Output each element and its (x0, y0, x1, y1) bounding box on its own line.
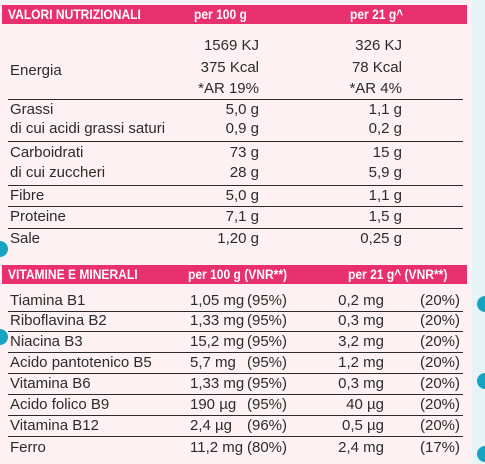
row-value-21: 15 g (372, 144, 402, 161)
row-value-100: 1,33 mg (190, 375, 245, 392)
row-value-21: 40 µg (346, 396, 384, 413)
row-vnr-21: (20%) (420, 417, 461, 434)
row-value-21: 0,2 g (368, 120, 402, 137)
row-value-100: 5,0 g (225, 187, 259, 204)
divider (8, 373, 463, 374)
row-vnr-21: (20%) (420, 292, 461, 309)
divider (8, 415, 463, 416)
row-vnr-100: (95%) (247, 292, 288, 309)
row-value-21: 0,25 g (360, 230, 402, 247)
row-value-21: 0,5 µg (341, 417, 384, 434)
row-label: di cui zuccheri (10, 164, 106, 181)
row-value-100: 15,2 mg (190, 333, 245, 350)
row-label: Acido pantotenico B5 (10, 354, 152, 371)
divider (8, 436, 463, 437)
row-value-100: 1,20 g (217, 230, 259, 247)
energy-ar-100: *AR 19% (198, 80, 259, 97)
row-label: di cui acidi grassi saturi (10, 120, 166, 137)
row-label: Acido folico B9 (10, 396, 110, 413)
divider (8, 185, 463, 186)
accent-dot (0, 329, 8, 345)
row-value-21: 3,2 mg (338, 333, 384, 350)
energy-kcal-100: 375 Kcal (200, 59, 259, 76)
divider (8, 228, 463, 229)
divider (8, 331, 463, 332)
row-vnr-100: (95%) (247, 333, 288, 350)
row-vnr-21: (20%) (420, 354, 461, 371)
row-vnr-100: (80%) (247, 439, 288, 456)
header-col-per100: per 100 g (194, 6, 247, 22)
row-vnr-100: (95%) (247, 354, 288, 371)
row-value-21: 1,2 mg (338, 354, 384, 371)
energy-ar-21: *AR 4% (349, 80, 402, 97)
energy-kj-21: 326 KJ (355, 37, 402, 54)
vitamins-table-header: VITAMINE E MINERALI per 100 g (VNR**) pe… (2, 265, 467, 284)
row-value-100: 28 g (229, 164, 259, 181)
row-label: Carboidrati (10, 144, 84, 161)
row-value-21: 0,2 mg (338, 292, 384, 309)
row-value-21: 1,5 g (368, 208, 402, 225)
row-value-21: 0,3 mg (338, 312, 384, 329)
row-vnr-21: (20%) (420, 375, 461, 392)
divider (8, 141, 463, 142)
row-label: Niacina B3 (10, 333, 83, 350)
row-value-21: 1,1 g (368, 101, 402, 118)
row-value-100: 190 µg (190, 396, 237, 413)
header-col-nutrients: VALORI NUTRIZIONALI (8, 6, 141, 22)
header-col-per21: per 21 g^ (350, 6, 404, 22)
row-label: Proteine (10, 208, 66, 225)
divider (8, 311, 463, 312)
accent-dot (0, 241, 8, 257)
row-vnr-21: (20%) (420, 312, 461, 329)
row-label: Ferro (10, 439, 46, 456)
row-value-100: 5,7 mg (190, 354, 236, 371)
divider (8, 352, 463, 353)
divider (8, 99, 463, 100)
row-vnr-21: (20%) (420, 333, 461, 350)
row-label: Sale (10, 230, 41, 247)
row-value-100: 2,4 µg (190, 417, 233, 434)
row-label: Riboflavina B2 (10, 312, 107, 329)
row-value-21: 5,9 g (368, 164, 402, 181)
header-col-per21-vnr: per 21 g^ (VNR**) (348, 266, 448, 282)
row-value-21: 0,3 mg (338, 375, 384, 392)
header-col-per100-vnr: per 100 g (VNR**) (188, 266, 288, 282)
row-value-100: 5,0 g (225, 101, 259, 118)
accent-dot (477, 296, 485, 312)
energy-kj-100: 1569 KJ (203, 37, 259, 54)
energy-label: Energia (10, 62, 62, 79)
row-label: Fibre (10, 187, 45, 204)
row-value-21: 1,1 g (368, 187, 402, 204)
row-label: Vitamina B6 (10, 375, 91, 392)
row-vnr-100: (96%) (247, 417, 288, 434)
row-label: Grassi (10, 101, 54, 118)
row-value-100: 7,1 g (225, 208, 259, 225)
row-vnr-100: (95%) (247, 312, 288, 329)
row-vnr-21: (20%) (420, 396, 461, 413)
nutrition-panel: VALORI NUTRIZIONALI per 100 g per 21 g^ … (2, 5, 467, 456)
row-value-100: 73 g (229, 144, 259, 161)
row-value-100: 11,2 mg (190, 439, 244, 456)
row-value-100: 0,9 g (225, 120, 259, 137)
divider (8, 394, 463, 395)
row-vnr-21: (17%) (420, 439, 461, 456)
row-vnr-100: (95%) (247, 396, 288, 413)
row-value-21: 2,4 mg (338, 439, 384, 456)
header-col-vitamins: VITAMINE E MINERALI (8, 266, 138, 282)
row-vnr-100: (95%) (247, 375, 288, 392)
row-label: Tiamina B1 (10, 292, 86, 309)
divider (8, 206, 463, 207)
row-value-100: 1,05 mg (190, 292, 245, 309)
energy-kcal-21: 78 Kcal (351, 59, 402, 76)
background-strip (472, 0, 485, 464)
nutrition-table-header: VALORI NUTRIZIONALI per 100 g per 21 g^ (2, 5, 467, 24)
accent-dot (477, 446, 485, 462)
row-label: Vitamina B12 (10, 417, 99, 434)
accent-dot (477, 373, 485, 389)
row-value-100: 1,33 mg (190, 312, 245, 329)
